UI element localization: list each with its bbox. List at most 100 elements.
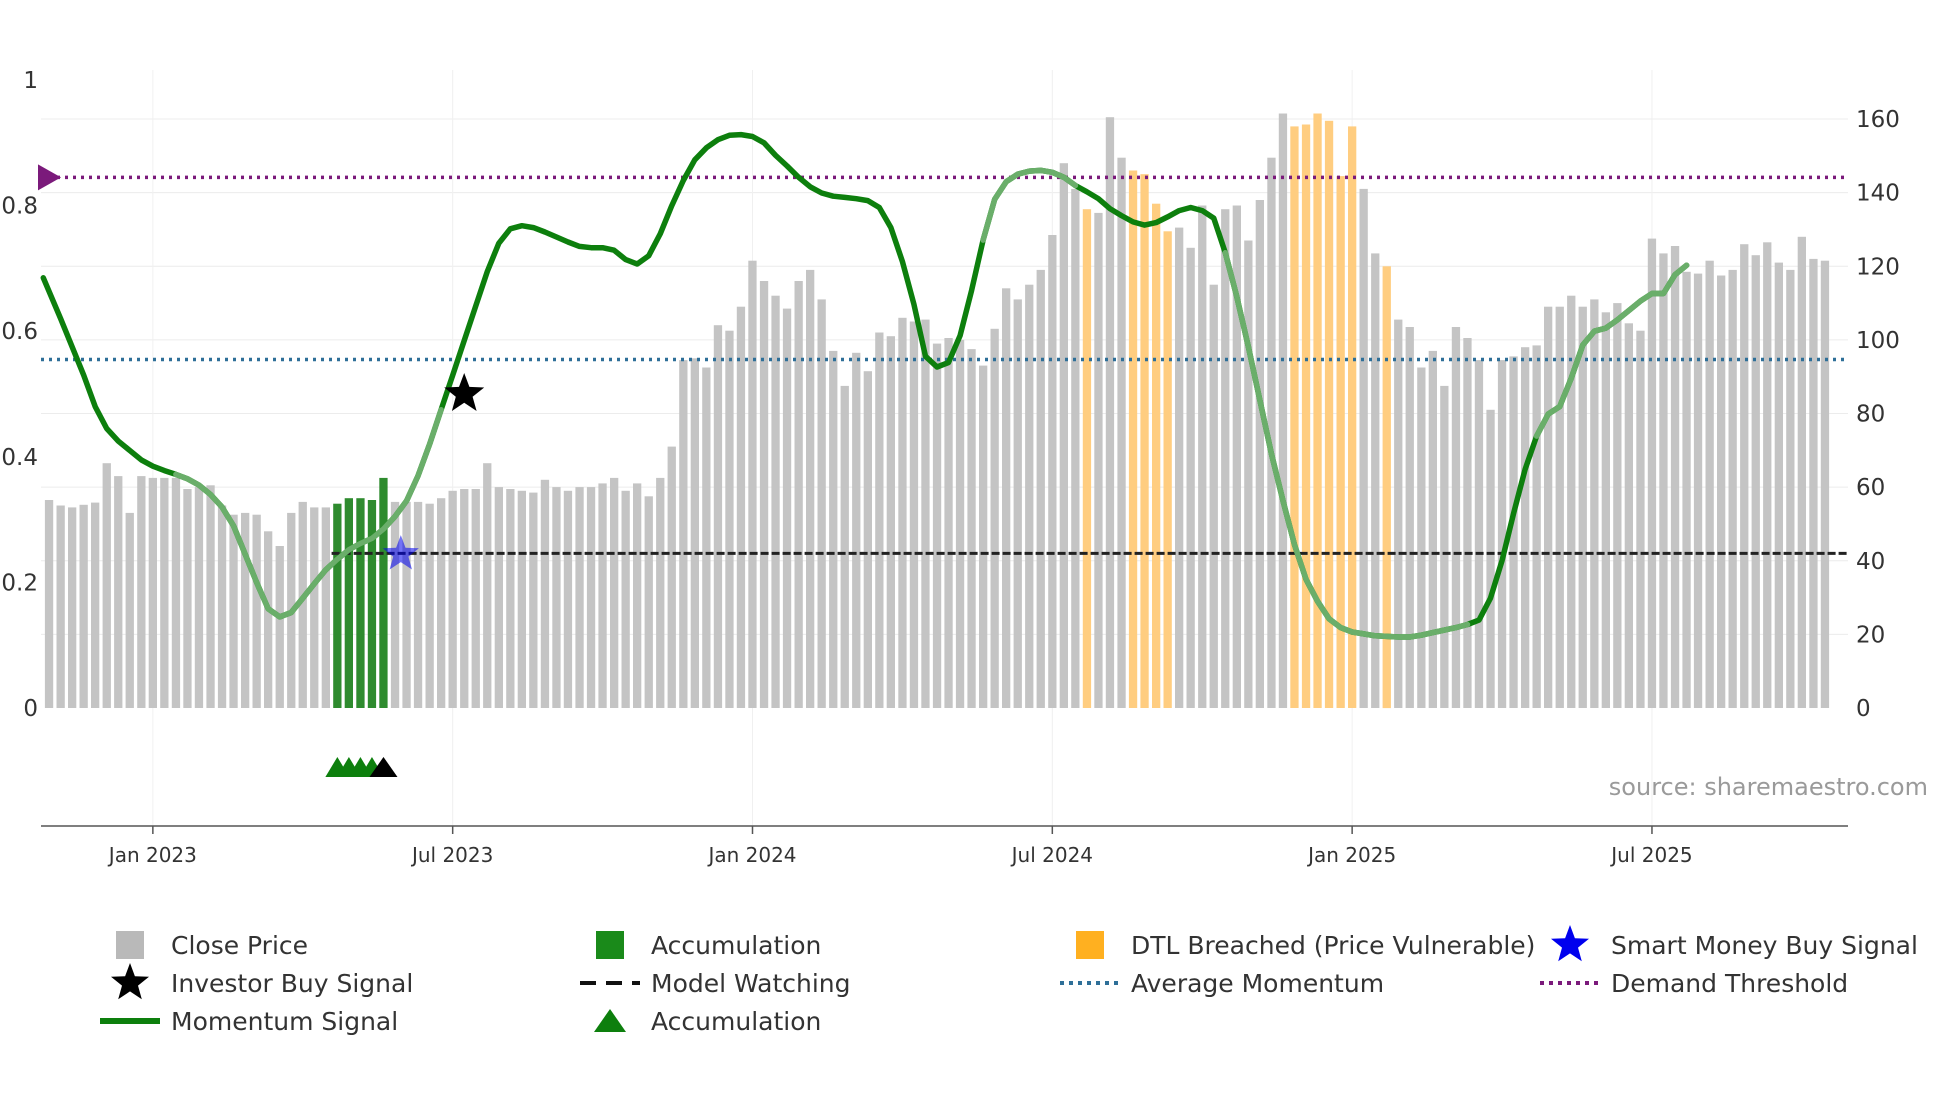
- close-price-bar: [829, 350, 838, 708]
- legend-item-1: Accumulation: [596, 931, 821, 960]
- legend-item-0: Close Price: [116, 931, 308, 960]
- close-price-bar: [517, 490, 526, 708]
- close-price-bar: [494, 487, 503, 708]
- close-price-bar: [736, 306, 746, 708]
- legend-label: Average Momentum: [1131, 969, 1384, 998]
- close-price-bar: [1590, 299, 1599, 708]
- close-price-bar: [1578, 306, 1587, 708]
- legend-item-6: Average Momentum: [1060, 969, 1384, 998]
- right-tick-label: 40: [1856, 549, 1885, 575]
- close-price-bar: [633, 483, 642, 708]
- dtl-breached-bar: [1301, 124, 1311, 708]
- momentum-signal-line: [40, 131, 1690, 640]
- close-price-bar: [967, 349, 976, 708]
- close-price-bar: [748, 260, 757, 708]
- close-price-bar: [1728, 269, 1737, 708]
- legend-item-2: DTL Breached (Price Vulnerable): [1076, 931, 1535, 960]
- close-price-bar: [898, 317, 907, 708]
- close-price-bar: [1613, 303, 1622, 708]
- close-price-bar: [1463, 338, 1472, 708]
- right-tick-label: 20: [1856, 622, 1885, 648]
- x-tick-label: Jul 2025: [1609, 843, 1692, 867]
- dtl-breached-bar: [1082, 209, 1092, 708]
- close-price-bar: [252, 514, 261, 708]
- right-tick-label: 60: [1856, 475, 1885, 501]
- momentum-signal-faded-segment: [1222, 249, 1471, 640]
- close-price-bar: [1820, 260, 1830, 708]
- axes: Jan 2023 Jul 2023 Jan 2024 Jul 2024 Jan 2025…: [1, 68, 1899, 867]
- close-price-bar: [1451, 327, 1461, 708]
- close-price-bar: [759, 281, 769, 708]
- close-price-bar: [56, 505, 65, 708]
- close-price-bar: [1797, 236, 1806, 709]
- legend-item-4: Investor Buy Signal: [111, 963, 413, 1000]
- legend-item-9: Accumulation: [594, 1007, 821, 1036]
- close-price-bar: [644, 496, 653, 708]
- close-price-bar: [1555, 306, 1564, 708]
- legend-label: Momentum Signal: [171, 1007, 398, 1036]
- x-tick-label: Jan 2025: [1306, 843, 1396, 867]
- close-price-bar: [1071, 188, 1080, 708]
- close-price-bar: [1774, 262, 1783, 708]
- close-price-bar: [1232, 205, 1241, 708]
- close-price-bar: [1786, 269, 1795, 708]
- close-price-bar: [425, 503, 434, 708]
- legend-star-icon: [1551, 925, 1589, 962]
- close-price-bar: [656, 477, 665, 708]
- x-tick-label: Jan 2023: [107, 843, 197, 867]
- close-price-bar: [1036, 269, 1045, 708]
- close-price-bar: [921, 319, 930, 708]
- close-price-bar: [183, 489, 192, 708]
- legend-square-icon: [116, 931, 144, 959]
- legend-label: DTL Breached (Price Vulnerable): [1131, 931, 1535, 960]
- close-price-bar: [1428, 350, 1437, 708]
- close-price-bar: [725, 330, 734, 708]
- close-price-bar: [1002, 288, 1011, 708]
- demand-threshold-marker: [38, 164, 61, 191]
- legend: Close Price Accumulation DTL Breached (Pri…: [100, 925, 1918, 1036]
- legend-triangle-icon: [594, 1009, 626, 1032]
- close-price-bar: [1509, 356, 1518, 708]
- dtl-breached-bar: [1163, 231, 1172, 709]
- close-price-bar: [955, 339, 965, 708]
- close-price-bar: [1278, 113, 1288, 708]
- dtl-breached-bar: [1348, 126, 1357, 708]
- left-tick-label: 1: [23, 68, 38, 94]
- close-price-bar: [1267, 157, 1276, 708]
- close-price-bar: [1624, 323, 1633, 708]
- close-price-bar: [610, 477, 619, 708]
- close-price-bar: [690, 358, 699, 708]
- legend-label: Close Price: [171, 931, 308, 960]
- close-price-bar: [79, 504, 88, 708]
- close-price-bar: [1186, 247, 1195, 709]
- close-price-bar: [794, 281, 803, 708]
- right-tick-label: 100: [1856, 328, 1900, 354]
- close-price-bar: [298, 501, 307, 708]
- close-price-bar: [1532, 345, 1541, 708]
- close-price-bar: [1486, 409, 1495, 708]
- left-tick-label: 0.6: [1, 319, 38, 345]
- close-price-bar: [782, 308, 792, 708]
- close-price-bar: [1740, 244, 1749, 708]
- close-price-bar: [1371, 253, 1380, 708]
- momentum-signal-faded-segment: [173, 406, 444, 620]
- close-price-bar: [1601, 312, 1610, 708]
- price-bars: [44, 113, 1830, 709]
- close-price-bar: [91, 502, 100, 708]
- close-price-bar: [529, 492, 538, 708]
- close-price-bar: [171, 477, 181, 708]
- investor-buy-star-icon: [444, 373, 485, 411]
- close-price-bar: [1394, 319, 1403, 708]
- close-price-bar: [1209, 284, 1218, 708]
- legend-star-icon: [111, 963, 149, 1000]
- legend-item-8: Momentum Signal: [100, 1007, 398, 1036]
- close-price-bar: [241, 512, 250, 708]
- close-price-bar: [990, 328, 999, 708]
- close-price-bar: [540, 479, 550, 708]
- close-price-bar: [1221, 209, 1230, 708]
- x-tick-label: Jan 2024: [706, 843, 796, 867]
- close-price-bar: [402, 501, 411, 708]
- close-price-bar: [852, 352, 861, 708]
- accumulation-bar: [333, 503, 342, 708]
